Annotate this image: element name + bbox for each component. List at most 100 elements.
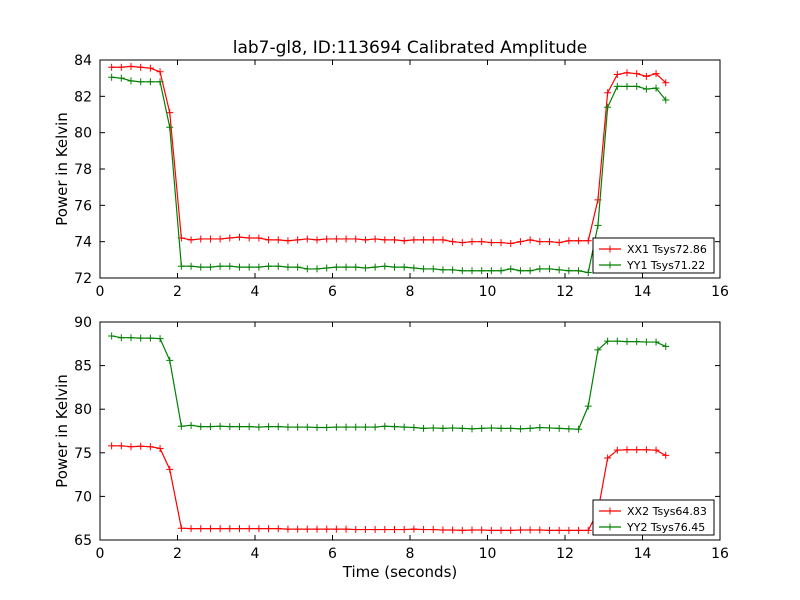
chart-0-series-1-point [323,264,331,272]
chart-0-series-1-point [410,264,418,272]
chart-1-ytick-label: 70 [74,489,92,505]
chart-1-series-1-point [400,423,408,431]
chart-1-xtick-label: 6 [328,546,337,562]
chart-1-series-0-point [575,526,583,534]
chart-0-series-1-point [565,267,573,275]
chart-1-series-1-point [177,422,185,430]
chart-1-series-1-point [604,337,612,345]
chart-0-ytick-label: 80 [74,126,92,142]
chart-1-series-0-point [516,526,524,534]
chart-0-series-0-point [255,234,263,242]
chart-1-series-1-point [313,424,321,432]
chart-1-series-0-point [274,525,282,533]
chart-0-series-1-point [342,263,350,271]
chart-1-series-0-point [642,446,650,454]
chart-1-series-1-point [332,423,340,431]
chart-0-series-0-point [507,239,515,247]
chart-0-series-0-point [516,238,524,246]
chart-0-series-1-point [187,262,195,270]
chart-0-series-0-point [613,71,621,79]
chart-1-series-0-point [117,442,125,450]
chart-0-series-1-point [584,269,592,277]
chart-1-series-1-point [323,424,331,432]
chart-1-series-0-point [166,465,174,473]
chart-0-series-0-point [604,89,612,97]
chart-1-series-0-point [604,454,612,462]
chart-1-series-0-point [156,444,164,452]
chart-1-series-1-line [111,335,666,430]
chart-0-series-1-point [206,263,214,271]
chart-1-xtick-label: 8 [406,546,415,562]
chart-1-series-0-point [294,525,302,533]
chart-0-series-1-point [294,263,302,271]
chart-0-series-0-point [633,70,641,78]
chart-0-series-0-point [400,237,408,245]
chart-1-series-1-point [507,424,515,432]
chart-0-series-1-point [236,263,243,271]
chart-1-xtick-label: 10 [479,546,497,562]
chart-1-series-0-point [565,526,573,534]
chart-0-series-0-point [108,63,116,71]
chart-0-series-1-point [391,263,398,271]
chart-0-series-1-point [127,77,135,85]
chart-0-series-0-point [652,70,660,78]
chart-0-series-0-point [361,236,369,244]
chart-1-series-0-point [487,526,495,534]
chart-1-series-1-point [303,423,311,431]
chart-title: lab7-gl8, ID:113694 Calibrated Amplitude [233,38,588,58]
chart-0-series-1-point [216,262,224,270]
chart-1-xtick-label: 4 [251,546,260,562]
chart-1-series-0-point [226,525,234,533]
chart-1-ytick-label: 65 [74,533,92,549]
chart-1-series-0-point [497,526,505,534]
chart-0-series-1-point [478,267,486,275]
chart-1-series-1-point [555,424,563,432]
chart-1-series-1-point [216,422,224,430]
chart-0-series-0-point [458,239,466,247]
chart-0-series-1-point [197,263,205,271]
chart-1-series-1-point [206,423,214,431]
chart-1-series-1-point [391,423,398,431]
chart-1-ytick-label: 85 [74,359,92,375]
chart-0-series-1-point [662,96,670,104]
chart-1-series-1-point [371,423,379,431]
chart-0-series-1-point [575,267,583,275]
chart-1-series-1-point [342,423,350,431]
chart-1-series-0-point [400,526,408,534]
chart-1-series-0-point [371,526,379,534]
chart-1-series-1-point [458,424,466,432]
chart-1-series-1-point [226,423,234,431]
chart-0-series-1-point [604,103,612,111]
chart-1-series-1-point [449,424,457,432]
chart-0-series-1-point [536,265,544,273]
chart-1-series-0-point [177,524,185,532]
chart-1-series-0-point [284,525,292,533]
chart-1-series-1-point [642,338,650,346]
chart-0-series-1-point [613,82,621,90]
chart-0-series-0-point [187,236,195,244]
chart-1-series-0-point [652,446,660,454]
chart-1-series-0-point [613,446,621,454]
chart-0-series-1-point [255,263,263,271]
chart-0-series-0-point [565,237,573,245]
chart-0-series-1-point [652,84,660,92]
chart-0-series-1-point [555,266,563,274]
chart-1-ytick-label: 80 [74,402,92,418]
chart-0-legend-marker-0 [606,245,614,253]
chart-0-series-0-point [236,233,243,241]
chart-0-series-1-point [487,267,495,275]
chart-0-series-0-point [487,239,495,247]
chart-0-series-0-point [274,236,282,244]
chart-1-series-0-point [352,526,360,534]
chart-1-series-0-point [623,446,631,454]
chart-0-series-1-point [507,265,515,273]
chart-1-series-1-point [352,423,360,431]
chart-0-series-0-point [439,236,447,244]
chart-1-series-1-point [487,424,495,432]
chart-0-series-0-point [584,237,592,245]
chart-0-series-0-point [332,235,340,243]
chart-0-series-1-line [111,76,667,274]
chart-0-xtick-label: 8 [406,284,415,300]
chart-0-series-1-point [117,74,125,82]
